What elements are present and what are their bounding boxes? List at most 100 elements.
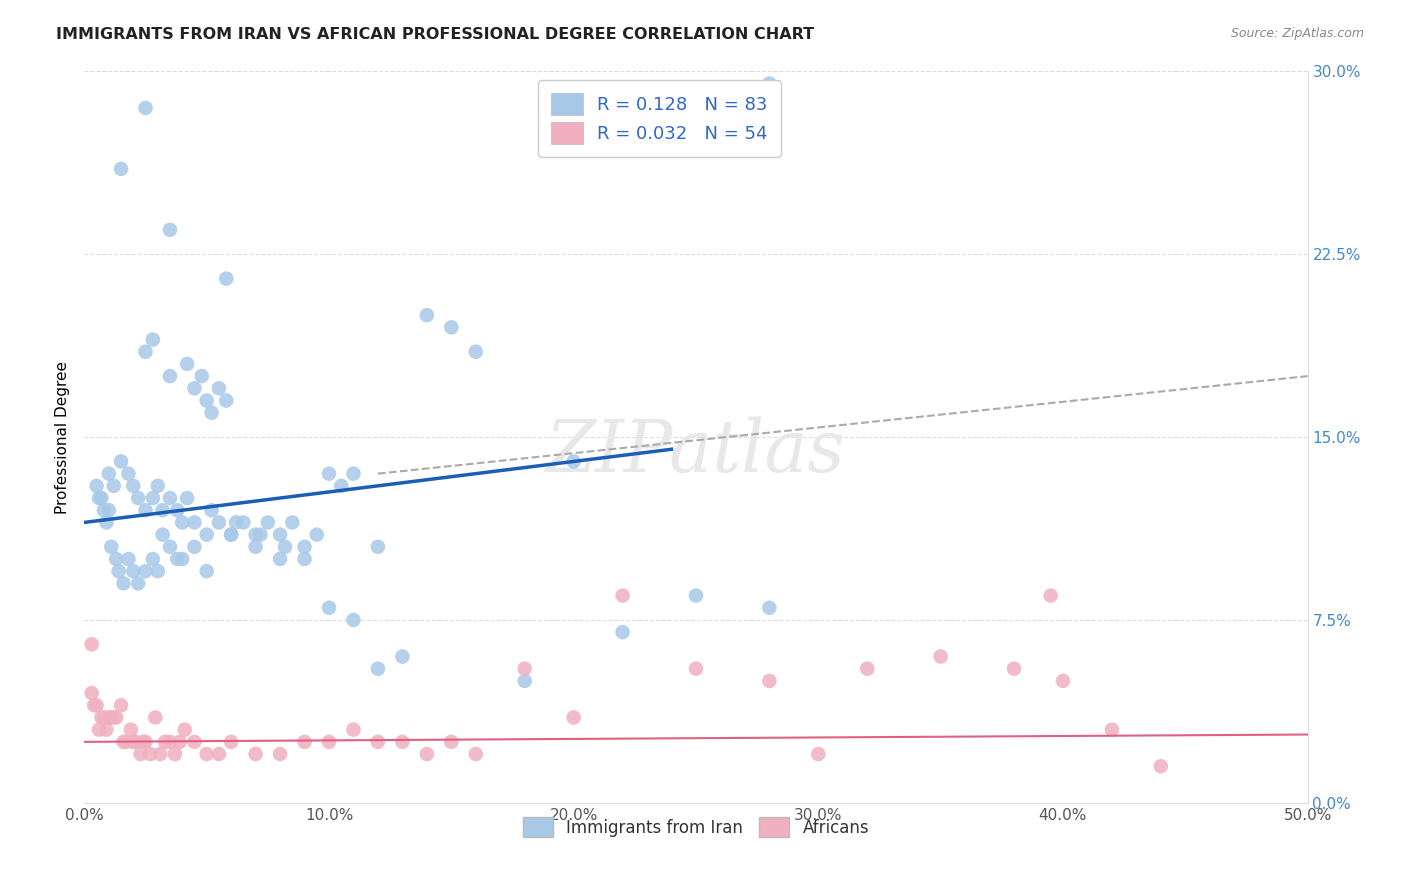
Point — [1039, 589, 1062, 603]
Point — [269, 747, 291, 761]
Point — [208, 381, 231, 395]
Point — [1052, 673, 1074, 688]
Point — [758, 600, 780, 615]
Point — [149, 747, 172, 761]
Point — [685, 589, 707, 603]
Point — [274, 540, 297, 554]
Point — [929, 649, 952, 664]
Point — [318, 467, 340, 481]
Point — [83, 698, 105, 713]
Point — [191, 369, 214, 384]
Point — [232, 516, 254, 530]
Point — [416, 308, 439, 322]
Y-axis label: Professional Degree: Professional Degree — [55, 360, 70, 514]
Point — [281, 516, 304, 530]
Point — [183, 516, 205, 530]
Point — [612, 589, 634, 603]
Point — [142, 491, 165, 505]
Point — [464, 747, 486, 761]
Point — [117, 467, 139, 481]
Point — [90, 491, 112, 505]
Point — [342, 613, 364, 627]
Point — [103, 479, 125, 493]
Point — [100, 540, 122, 554]
Point — [110, 698, 132, 713]
Point — [342, 467, 364, 481]
Point — [105, 710, 128, 724]
Point — [135, 344, 157, 359]
Point — [225, 516, 247, 530]
Point — [1101, 723, 1123, 737]
Point — [127, 576, 149, 591]
Point — [117, 552, 139, 566]
Point — [90, 710, 112, 724]
Point — [440, 320, 463, 334]
Point — [195, 393, 218, 408]
Point — [416, 747, 439, 761]
Point — [367, 735, 389, 749]
Point — [159, 369, 181, 384]
Point — [122, 735, 145, 749]
Point — [257, 516, 280, 530]
Point — [513, 662, 536, 676]
Point — [110, 161, 132, 176]
Point — [176, 491, 198, 505]
Point — [135, 503, 157, 517]
Point — [685, 662, 707, 676]
Point — [142, 552, 165, 566]
Point — [1150, 759, 1173, 773]
Point — [440, 735, 463, 749]
Point — [80, 637, 103, 651]
Point — [103, 710, 125, 724]
Point — [294, 552, 316, 566]
Point — [159, 735, 181, 749]
Point — [367, 662, 389, 676]
Point — [200, 503, 222, 517]
Point — [807, 747, 830, 761]
Point — [166, 552, 188, 566]
Point — [513, 673, 536, 688]
Point — [87, 723, 110, 737]
Point — [195, 527, 218, 541]
Point — [135, 101, 157, 115]
Point — [86, 698, 108, 713]
Point — [208, 516, 231, 530]
Point — [97, 503, 120, 517]
Point — [110, 454, 132, 468]
Point — [146, 564, 169, 578]
Point — [159, 491, 181, 505]
Point — [100, 710, 122, 724]
Point — [330, 479, 353, 493]
Point — [132, 735, 155, 749]
Point — [245, 540, 267, 554]
Point — [135, 735, 157, 749]
Point — [80, 686, 103, 700]
Point — [87, 491, 110, 505]
Point — [367, 540, 389, 554]
Point — [120, 723, 142, 737]
Point — [93, 710, 115, 724]
Text: Source: ZipAtlas.com: Source: ZipAtlas.com — [1230, 27, 1364, 40]
Point — [215, 393, 238, 408]
Point — [112, 735, 135, 749]
Point — [464, 344, 486, 359]
Point — [294, 735, 316, 749]
Point — [195, 747, 218, 761]
Point — [97, 710, 120, 724]
Point — [612, 625, 634, 640]
Point — [159, 223, 181, 237]
Point — [93, 503, 115, 517]
Point — [125, 735, 148, 749]
Legend: Immigrants from Iran, Africans: Immigrants from Iran, Africans — [515, 809, 877, 846]
Point — [318, 735, 340, 749]
Point — [97, 467, 120, 481]
Point — [219, 527, 242, 541]
Point — [294, 540, 316, 554]
Point — [1002, 662, 1025, 676]
Point — [172, 552, 194, 566]
Point — [758, 77, 780, 91]
Point — [129, 747, 152, 761]
Point — [146, 479, 169, 493]
Point — [105, 552, 128, 566]
Text: IMMIGRANTS FROM IRAN VS AFRICAN PROFESSIONAL DEGREE CORRELATION CHART: IMMIGRANTS FROM IRAN VS AFRICAN PROFESSI… — [56, 27, 814, 42]
